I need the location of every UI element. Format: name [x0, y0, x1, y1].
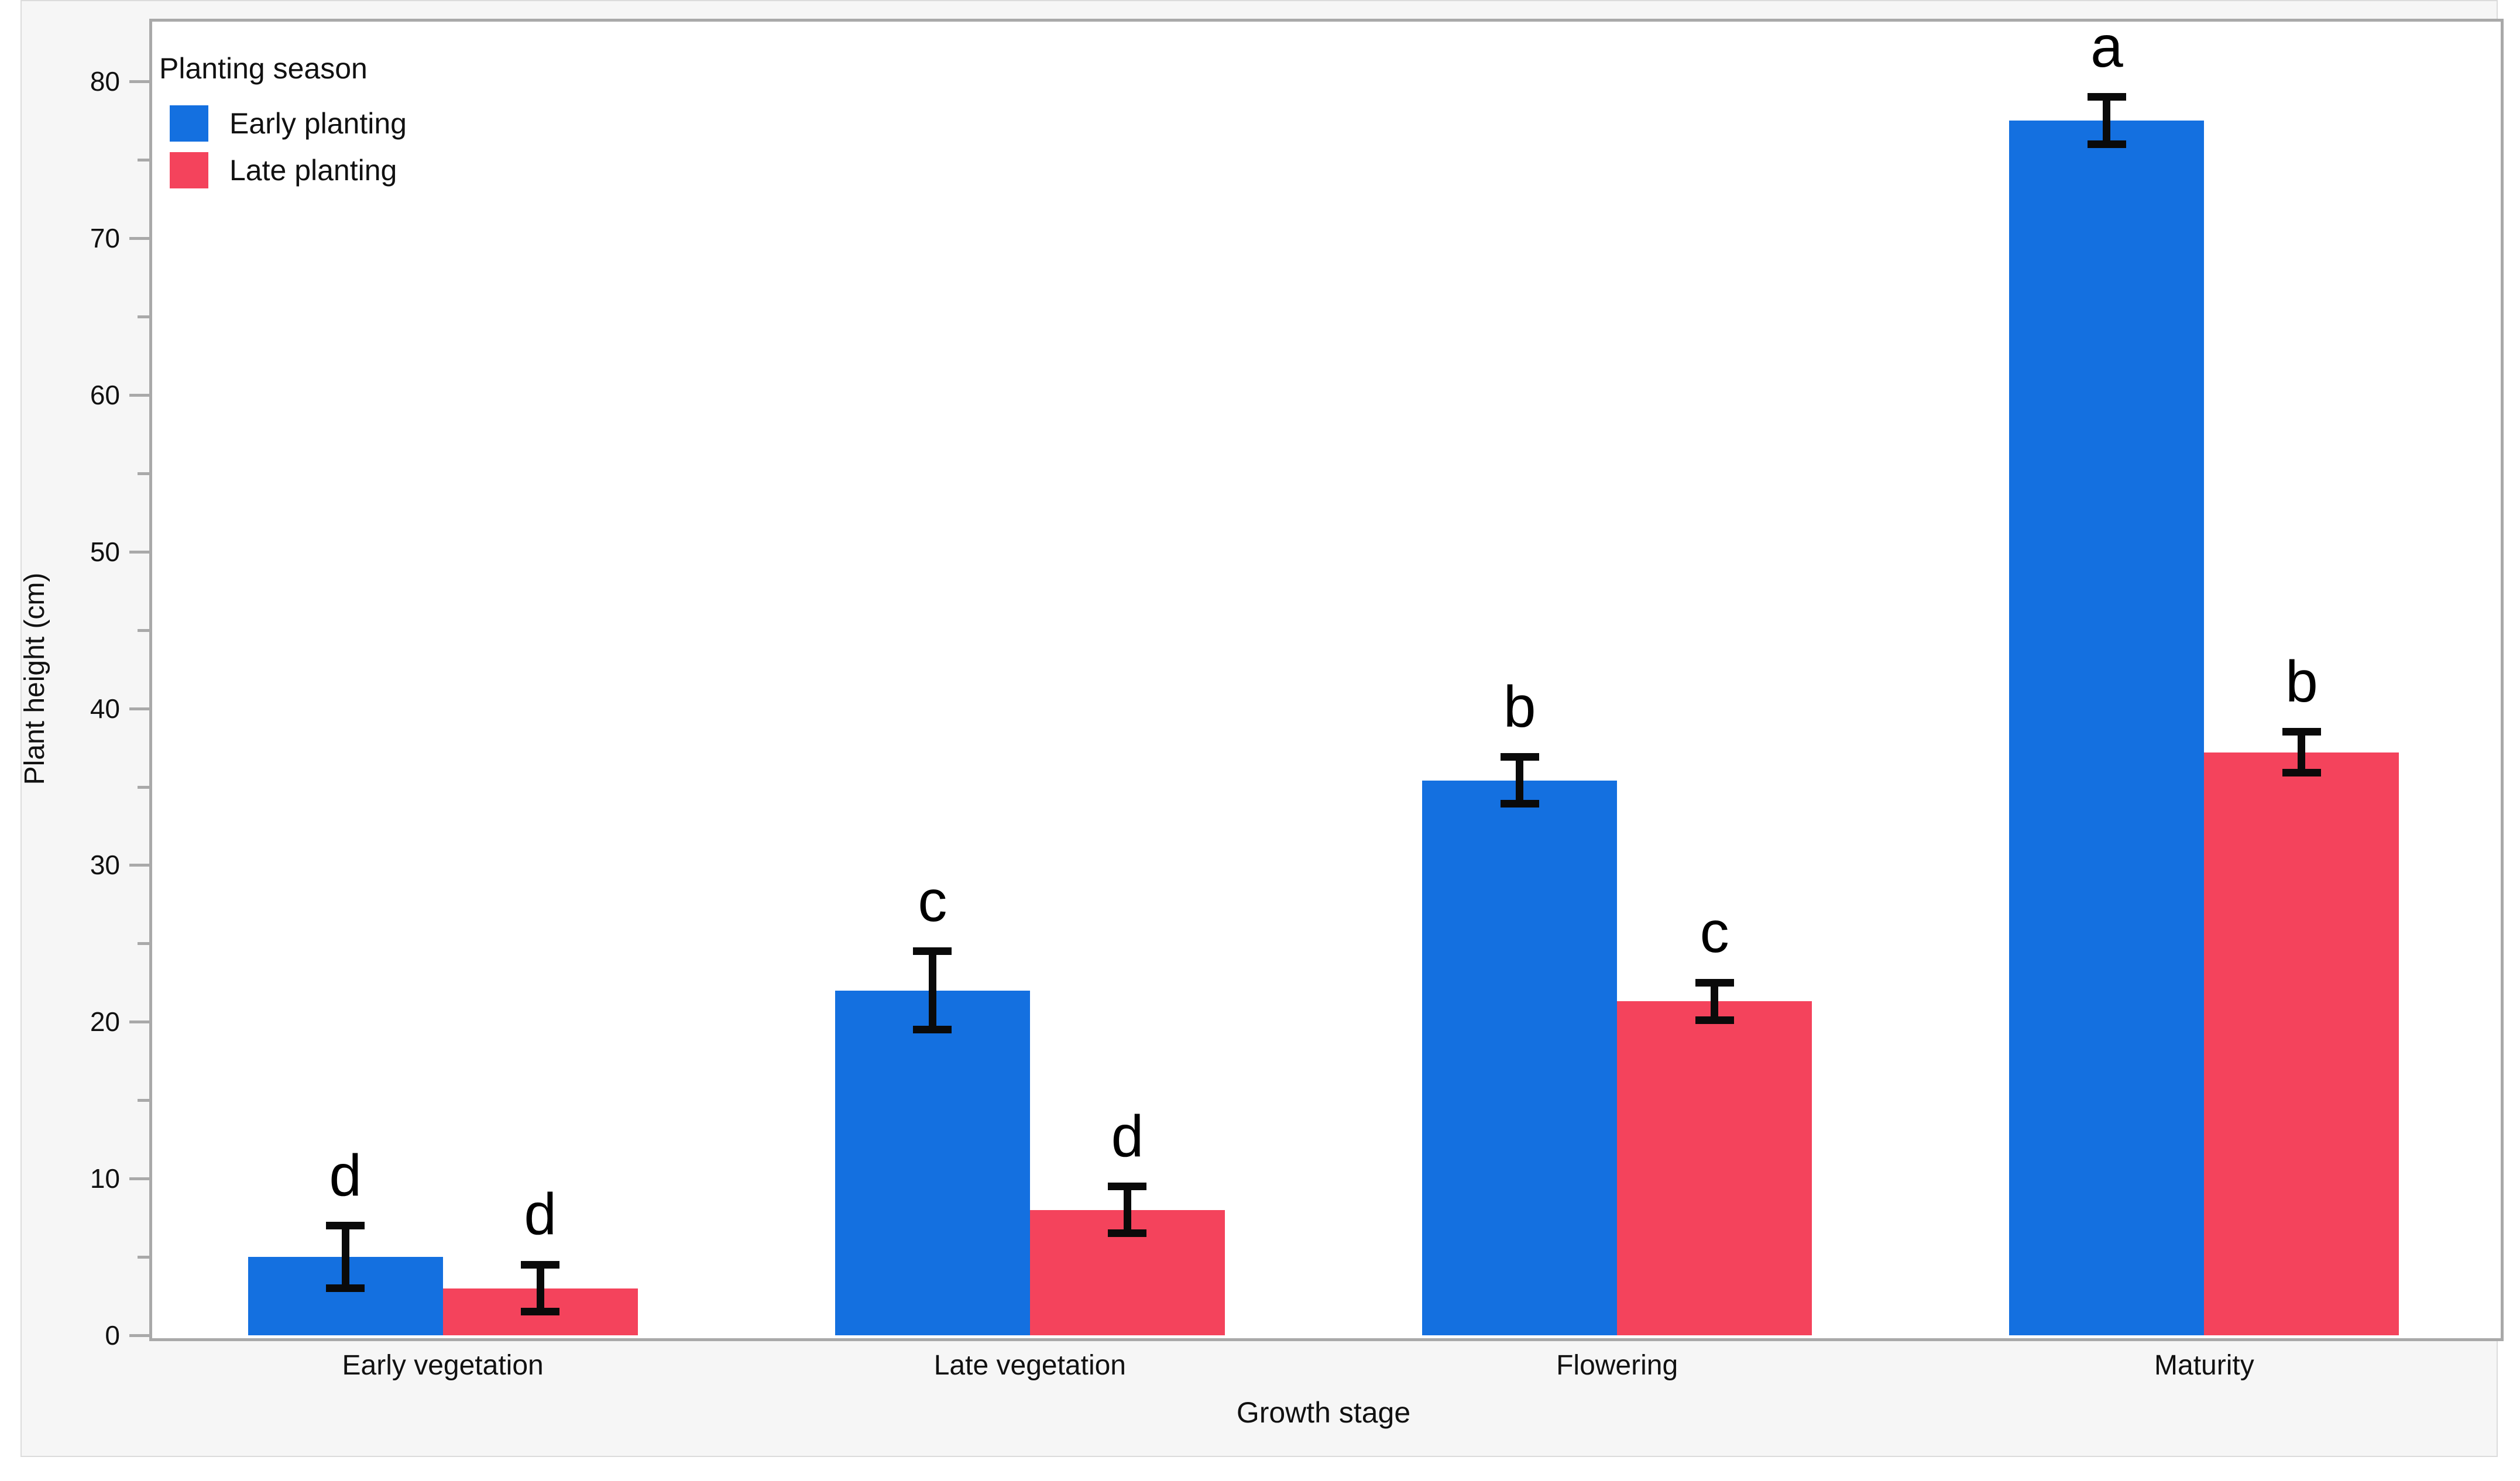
- y-tick-label: 30: [90, 850, 120, 881]
- y-minor-tick: [138, 159, 149, 162]
- significance-letter: b: [1503, 674, 1536, 740]
- significance-letter: c: [1700, 899, 1729, 965]
- legend-item-label: Early planting: [229, 107, 407, 140]
- y-minor-tick: [138, 1256, 149, 1259]
- x-category-label: Early vegetation: [342, 1350, 544, 1381]
- significance-letter: b: [2285, 648, 2318, 714]
- y-minor-tick: [138, 315, 149, 318]
- legend-title: Planting season: [159, 52, 368, 85]
- error-bar-cap-top: [1108, 1183, 1147, 1191]
- y-tick-label: 0: [105, 1320, 120, 1351]
- significance-letter: d: [329, 1142, 362, 1208]
- error-bar-cap-top: [2282, 728, 2321, 736]
- x-category-label: Late vegetation: [933, 1350, 1126, 1381]
- y-major-tick: [129, 393, 149, 397]
- legend: Planting season Early planting Late plan…: [159, 51, 407, 197]
- y-major-tick: [129, 80, 149, 84]
- y-tick-label: 70: [90, 223, 120, 253]
- error-bar-cap-bottom: [2087, 140, 2126, 148]
- error-bar-cap-bottom: [1500, 800, 1539, 808]
- y-tick-label: 40: [90, 693, 120, 724]
- legend-item-late-planting[interactable]: Late planting: [170, 152, 407, 188]
- error-bar-line: [2298, 731, 2306, 773]
- significance-letter: a: [2090, 13, 2123, 80]
- error-bar-cap-bottom: [1108, 1229, 1147, 1238]
- y-tick-label: 20: [90, 1006, 120, 1037]
- error-bar-line: [2103, 97, 2111, 145]
- y-tick-label: 50: [90, 536, 120, 567]
- error-bar-cap-top: [1695, 978, 1734, 987]
- bar-early-planting-maturity[interactable]: [2009, 121, 2205, 1335]
- y-minor-tick: [138, 942, 149, 946]
- y-major-tick: [129, 1334, 149, 1337]
- y-major-tick: [129, 707, 149, 710]
- error-bar-line: [1711, 982, 1719, 1020]
- error-bar-cap-top: [2087, 93, 2126, 101]
- error-bar-line: [1123, 1186, 1131, 1233]
- error-bar-cap-bottom: [913, 1026, 952, 1034]
- x-category-label: Maturity: [2154, 1350, 2254, 1381]
- error-bar-line: [928, 951, 936, 1030]
- late-planting-swatch: [170, 152, 208, 188]
- significance-letter: d: [1111, 1103, 1144, 1169]
- error-bar-line: [341, 1225, 349, 1288]
- error-bar-cap-bottom: [326, 1284, 365, 1293]
- error-bar-line: [536, 1264, 544, 1312]
- y-tick-label: 10: [90, 1163, 120, 1194]
- y-minor-tick: [138, 785, 149, 789]
- bar-early-planting-flowering[interactable]: [1422, 780, 1618, 1335]
- error-bar-cap-top: [913, 947, 952, 956]
- legend-item-label: Late planting: [229, 154, 397, 187]
- y-minor-tick: [138, 472, 149, 475]
- error-bar-cap-bottom: [521, 1308, 560, 1316]
- error-bar-cap-bottom: [1695, 1016, 1734, 1025]
- significance-letter: c: [918, 868, 947, 934]
- y-minor-tick: [138, 1099, 149, 1102]
- y-major-tick: [129, 1177, 149, 1181]
- error-bar-cap-top: [521, 1260, 560, 1269]
- bar-late-planting-flowering[interactable]: [1617, 1001, 1812, 1335]
- x-axis-title: Growth stage: [1236, 1396, 1411, 1429]
- legend-item-early-planting[interactable]: Early planting: [170, 105, 407, 142]
- y-tick-label: 80: [90, 66, 120, 97]
- error-bar-cap-top: [1500, 753, 1539, 761]
- y-major-tick: [129, 550, 149, 554]
- y-major-tick: [129, 864, 149, 867]
- y-major-tick: [129, 1020, 149, 1024]
- bar-early-planting-late-vegetation[interactable]: [835, 990, 1030, 1335]
- y-tick-label: 60: [90, 379, 120, 410]
- y-minor-tick: [138, 628, 149, 632]
- early-planting-swatch: [170, 105, 208, 142]
- bar-late-planting-maturity[interactable]: [2204, 752, 2399, 1335]
- x-category-label: Flowering: [1556, 1350, 1678, 1381]
- error-bar-line: [1516, 757, 1524, 804]
- significance-letter: d: [524, 1181, 557, 1248]
- y-major-tick: [129, 237, 149, 240]
- error-bar-cap-top: [326, 1222, 365, 1229]
- error-bar-cap-bottom: [2282, 768, 2321, 776]
